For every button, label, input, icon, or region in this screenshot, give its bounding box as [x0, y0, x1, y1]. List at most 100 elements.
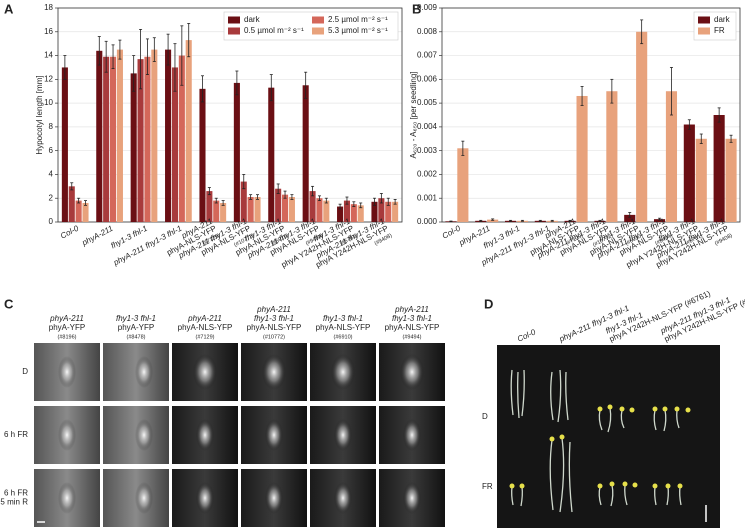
error-bar — [687, 119, 691, 130]
column-header: fhy1-3 fhl-1 — [254, 314, 294, 323]
column-header: (#6910) — [334, 334, 353, 340]
bar — [130, 73, 137, 222]
bar — [110, 56, 117, 222]
error-bar — [235, 70, 239, 96]
bar — [350, 204, 357, 222]
error-bar — [256, 194, 260, 200]
error-bar — [304, 71, 308, 99]
y-tick-label: 0.005 — [417, 98, 438, 107]
error-bar — [729, 134, 733, 143]
bar — [151, 49, 158, 222]
error-bar — [658, 217, 662, 221]
bar — [695, 138, 707, 222]
bar — [371, 201, 378, 222]
nucleus-signal — [400, 354, 424, 390]
x-tick-label-line: Col-0 — [59, 223, 81, 240]
error-bar — [461, 140, 465, 156]
legend-swatch — [228, 27, 240, 35]
error-bar — [139, 28, 143, 90]
error-bar — [214, 197, 218, 204]
error-bar — [610, 78, 614, 104]
bar — [385, 201, 392, 222]
error-bar — [538, 219, 542, 222]
y-tick-label: 0.007 — [417, 51, 438, 60]
error-bar — [290, 194, 294, 200]
error-bar — [317, 195, 321, 202]
nucleus-signal — [334, 419, 352, 451]
y-tick-label: 8 — [49, 122, 54, 131]
error-bar — [221, 200, 225, 206]
plot-frame — [441, 7, 741, 223]
error-bar — [63, 55, 67, 80]
y-tick-label: 0.003 — [417, 146, 438, 155]
bar — [576, 95, 588, 222]
error-bar — [520, 219, 524, 222]
column-header: phyA-YFP — [49, 323, 85, 332]
bar — [357, 205, 364, 222]
error-bar — [372, 197, 376, 206]
bar — [268, 87, 275, 223]
y-tick-label: 10 — [44, 98, 53, 107]
error-bar — [491, 218, 495, 221]
panel-letter: B — [412, 1, 421, 16]
y-tick-label: 0.002 — [417, 170, 438, 179]
error-bar — [97, 36, 101, 66]
y-tick-label: 0 — [49, 217, 54, 226]
column-header: phyA-211 — [187, 314, 222, 323]
bar — [178, 55, 185, 222]
error-bar — [352, 201, 356, 207]
error-bar — [479, 219, 483, 222]
error-bar — [717, 107, 721, 123]
y-tick-label: 14 — [44, 51, 53, 60]
legend-label: 2.5 µmol m⁻² s⁻¹ — [328, 15, 388, 24]
y-tick-label: 0.009 — [417, 3, 438, 12]
column-header: (#8478) — [127, 334, 146, 340]
error-bar — [132, 55, 136, 92]
row-label: 6 h FR — [4, 489, 28, 498]
x-tick-label: Col-0 — [59, 223, 81, 240]
bar — [68, 186, 75, 222]
error-bar — [84, 200, 88, 206]
nucleus-signal — [135, 419, 153, 451]
bar — [624, 214, 636, 222]
bar — [725, 138, 737, 222]
bar — [233, 82, 240, 223]
column-header-line: Col-0 — [516, 327, 538, 343]
bar — [606, 91, 618, 222]
legend-label: dark — [244, 15, 261, 24]
error-bar — [359, 202, 363, 209]
y-tick-label: 0.001 — [417, 193, 438, 202]
panel-letter: C — [4, 296, 14, 311]
error-bar — [386, 197, 390, 206]
error-bar — [669, 67, 673, 116]
error-bar — [118, 39, 122, 60]
nucleus-signal — [403, 419, 421, 451]
legend-swatch — [228, 16, 240, 24]
bar — [302, 85, 309, 223]
nucleus-signal — [58, 482, 76, 514]
row-label: D — [22, 367, 28, 376]
bar — [254, 197, 261, 222]
error-bar — [187, 23, 191, 58]
column-header: (#9494) — [403, 334, 422, 340]
y-tick-label: 12 — [44, 74, 53, 83]
bar — [683, 124, 695, 222]
column-header: fhy1-3 fhl-1 — [323, 314, 363, 323]
bar — [82, 202, 89, 222]
y-tick-label: 4 — [49, 170, 54, 179]
column-header: (#8196) — [58, 334, 77, 340]
nucleus-signal — [135, 356, 153, 388]
legend-swatch — [698, 27, 710, 35]
error-bar — [338, 203, 342, 210]
error-bar — [699, 133, 703, 144]
column-header: phyA-NLS-YFP — [385, 323, 440, 332]
nucleus-signal — [262, 354, 286, 390]
error-bar — [269, 74, 273, 102]
bar — [343, 200, 350, 222]
bar — [457, 148, 469, 222]
y-tick-label: 2 — [49, 193, 54, 202]
bar — [392, 201, 399, 222]
error-bar — [207, 187, 211, 196]
error-bar — [111, 44, 115, 70]
nucleus-signal — [403, 482, 421, 514]
